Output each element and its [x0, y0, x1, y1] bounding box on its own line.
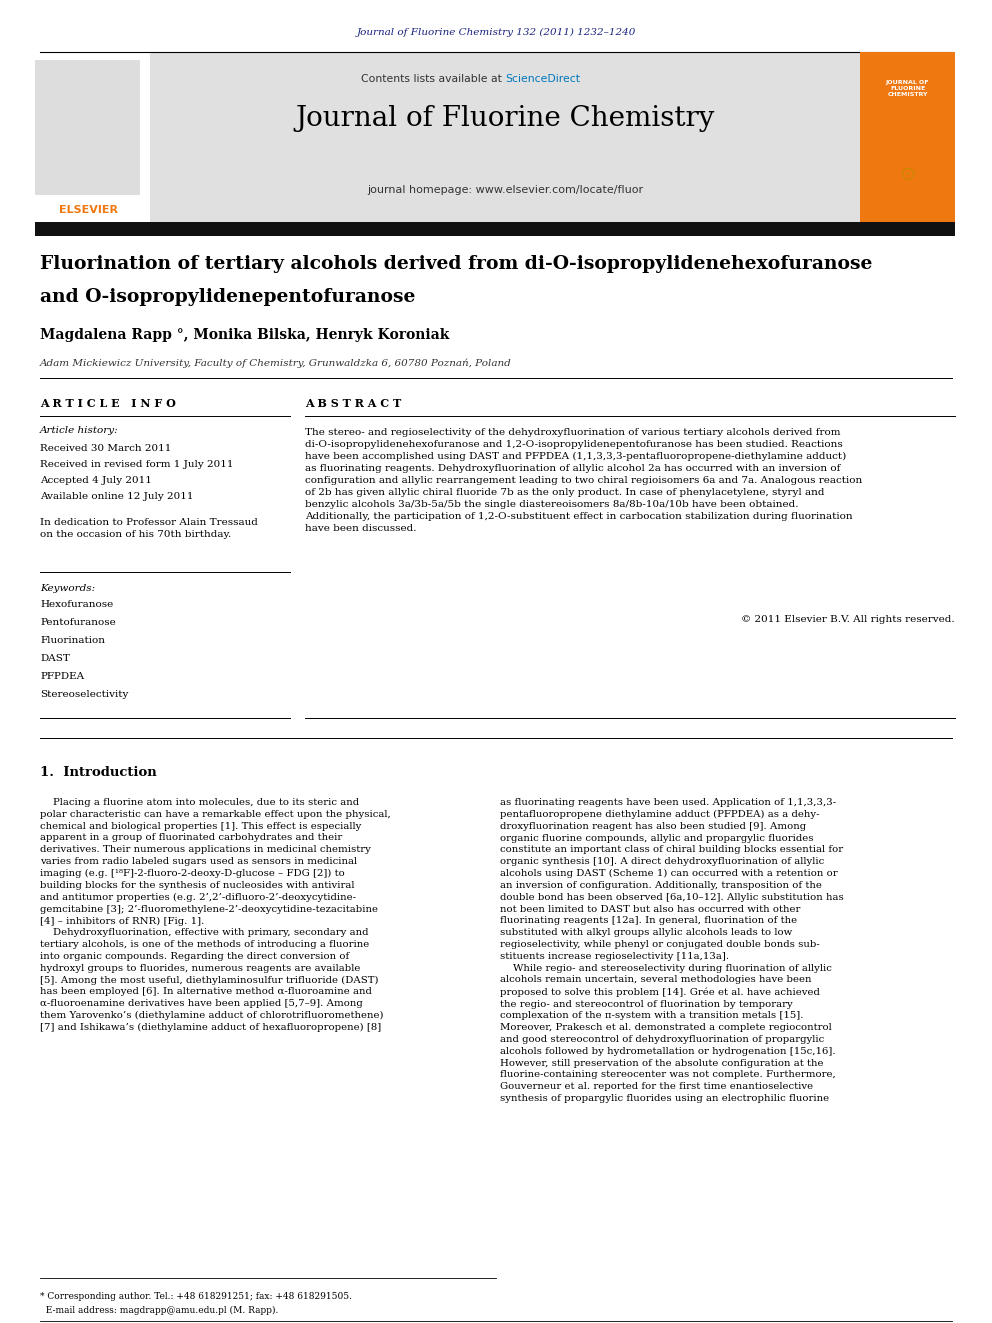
Text: Hexofuranose: Hexofuranose	[40, 601, 113, 609]
FancyBboxPatch shape	[35, 60, 140, 194]
FancyBboxPatch shape	[150, 52, 860, 222]
FancyBboxPatch shape	[860, 52, 955, 222]
Text: Stereoselectivity: Stereoselectivity	[40, 691, 128, 699]
Text: In dedication to Professor Alain Tressaud
on the occasion of his 70th birthday.: In dedication to Professor Alain Tressau…	[40, 519, 258, 540]
Text: ⊙: ⊙	[900, 165, 916, 184]
Text: The stereo- and regioselectivity of the dehydroxyfluorination of various tertiar: The stereo- and regioselectivity of the …	[305, 429, 862, 533]
Text: Received in revised form 1 July 2011: Received in revised form 1 July 2011	[40, 460, 233, 468]
Text: * Corresponding author. Tel.: +48 618291251; fax: +48 618291505.: * Corresponding author. Tel.: +48 618291…	[40, 1293, 352, 1301]
Text: DAST: DAST	[40, 654, 69, 663]
Text: E-mail address: magdrapp@amu.edu.pl (M. Rapp).: E-mail address: magdrapp@amu.edu.pl (M. …	[40, 1306, 279, 1315]
Text: Journal of Fluorine Chemistry 132 (2011) 1232–1240: Journal of Fluorine Chemistry 132 (2011)…	[356, 28, 636, 37]
Text: © 2011 Elsevier B.V. All rights reserved.: © 2011 Elsevier B.V. All rights reserved…	[741, 615, 955, 624]
Text: Adam Mickiewicz University, Faculty of Chemistry, Grunwaldzka 6, 60780 Poznań, P: Adam Mickiewicz University, Faculty of C…	[40, 359, 512, 368]
Text: Article history:: Article history:	[40, 426, 119, 435]
Text: Available online 12 July 2011: Available online 12 July 2011	[40, 492, 193, 501]
Text: as fluorinating reagents have been used. Application of 1,1,3,3,3-
pentafluoropr: as fluorinating reagents have been used.…	[500, 798, 844, 1103]
Text: A R T I C L E   I N F O: A R T I C L E I N F O	[40, 398, 176, 409]
Text: Magdalena Rapp °, Monika Bilska, Henryk Koroniak: Magdalena Rapp °, Monika Bilska, Henryk …	[40, 328, 449, 343]
Text: 1.  Introduction: 1. Introduction	[40, 766, 157, 779]
Text: Keywords:: Keywords:	[40, 583, 95, 593]
Text: Contents lists available at: Contents lists available at	[361, 74, 505, 83]
Text: Accepted 4 July 2011: Accepted 4 July 2011	[40, 476, 152, 486]
Text: ScienceDirect: ScienceDirect	[505, 74, 580, 83]
Text: A B S T R A C T: A B S T R A C T	[305, 398, 401, 409]
Text: Placing a fluorine atom into molecules, due to its steric and
polar characterist: Placing a fluorine atom into molecules, …	[40, 798, 391, 1032]
Text: JOURNAL OF
FLUORINE
CHEMISTRY: JOURNAL OF FLUORINE CHEMISTRY	[886, 79, 930, 98]
FancyBboxPatch shape	[35, 222, 955, 235]
Text: PFPDEA: PFPDEA	[40, 672, 84, 681]
Text: journal homepage: www.elsevier.com/locate/fluor: journal homepage: www.elsevier.com/locat…	[367, 185, 643, 194]
Text: Received 30 March 2011: Received 30 March 2011	[40, 445, 172, 452]
Text: Fluorination: Fluorination	[40, 636, 105, 646]
Text: Fluorination of tertiary alcohols derived from di-Ο-isopropylidenehexofuranose: Fluorination of tertiary alcohols derive…	[40, 255, 872, 273]
Text: Journal of Fluorine Chemistry: Journal of Fluorine Chemistry	[296, 105, 714, 132]
Text: and Ο-isopropylidenepentofuranose: and Ο-isopropylidenepentofuranose	[40, 288, 416, 306]
Text: ELSEVIER: ELSEVIER	[59, 205, 117, 216]
Text: Pentofuranose: Pentofuranose	[40, 618, 116, 627]
